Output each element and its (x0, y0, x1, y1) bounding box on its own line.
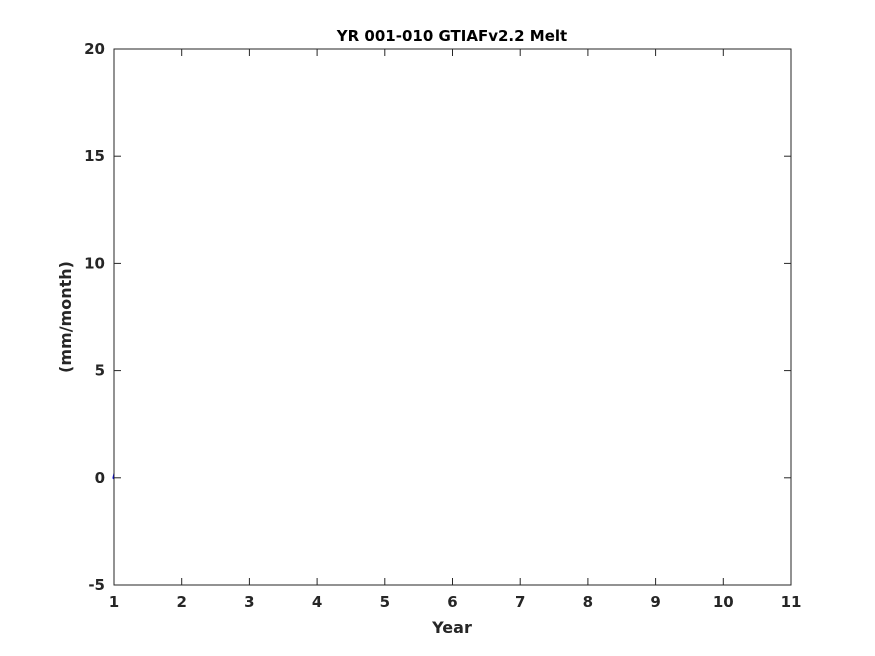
x-tick-label: 6 (447, 593, 457, 611)
x-tick-labels: 1 2 3 4 5 6 7 8 9 10 11 (109, 593, 802, 611)
x-tick-label: 1 (109, 593, 119, 611)
y-tick-label: 15 (84, 147, 105, 165)
y-tick-label: -5 (88, 576, 105, 594)
x-tick-label: 2 (176, 593, 186, 611)
x-tick-label: 3 (244, 593, 254, 611)
x-tick-label: 5 (380, 593, 390, 611)
x-tick-label: 9 (650, 593, 660, 611)
x-axis-label: Year (431, 618, 472, 637)
x-tick-label: 8 (583, 593, 593, 611)
tick-marks (113, 48, 792, 586)
y-tick-labels: -5 0 5 10 15 20 (84, 40, 105, 594)
x-tick-label: 7 (515, 593, 525, 611)
x-tick-label: 4 (312, 593, 322, 611)
plot-frame (113, 48, 792, 586)
y-tick-label: 0 (95, 469, 105, 487)
y-tick-label: 5 (95, 362, 105, 380)
y-axis-label: (mm/month) (56, 261, 75, 373)
y-tick-label: 20 (84, 40, 105, 58)
y-tick-label: 10 (84, 254, 105, 272)
x-tick-label: 11 (781, 593, 802, 611)
chart-title: YR 001-010 GTIAFv2.2 Melt (336, 27, 567, 45)
x-tick-label: 10 (713, 593, 734, 611)
